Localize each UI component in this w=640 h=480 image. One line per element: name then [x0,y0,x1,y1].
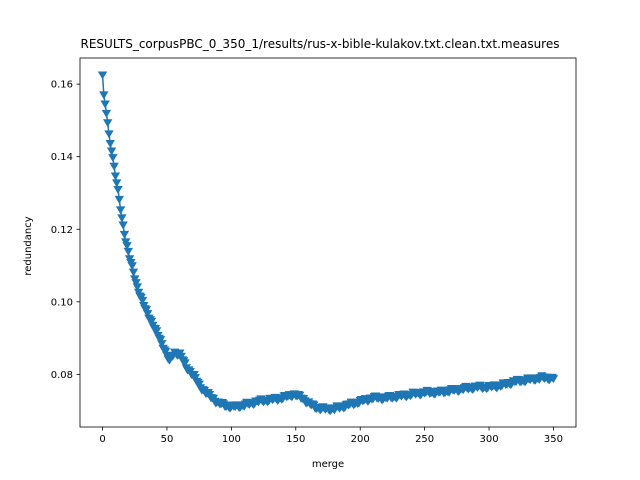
data-point [108,154,118,163]
x-tick-label: 200 [351,434,370,445]
data-point [99,91,109,100]
plot-area [79,57,577,428]
data-point [132,283,143,292]
plot-frame [79,57,577,428]
data-point [160,347,171,356]
data-point [131,279,141,288]
y-tick-label: 0.08 [51,370,73,381]
data-point [128,268,139,277]
data-point [112,179,122,188]
x-tick-label: 250 [415,434,434,445]
x-tick-label: 300 [479,434,498,445]
x-axis-label: merge [312,459,344,470]
y-tick-label: 0.16 [51,80,73,91]
data-point [137,296,148,305]
data-series [97,71,559,415]
data-point [548,375,559,384]
data-point [115,206,126,215]
data-point [157,340,167,349]
data-point [101,109,112,118]
x-tick-label: 150 [286,434,305,445]
data-point [122,242,132,251]
x-tick-label: 100 [222,434,241,445]
data-point [119,230,130,239]
data-point [123,247,134,256]
data-point [114,195,124,204]
data-point [155,336,166,345]
y-axis-label: redundancy [23,216,34,275]
data-point [180,359,190,368]
data-point [104,130,114,139]
data-point [105,140,115,148]
x-tick-label: 350 [544,434,563,445]
data-point [102,119,113,128]
y-axis: 0.08 0.10 0.12 0.14 0.16 [51,80,80,381]
data-point [118,221,128,230]
y-tick-label: 0.12 [51,225,73,236]
y-tick-label: 0.14 [51,152,73,163]
x-tick-label: 50 [161,434,174,445]
data-point [151,327,162,336]
data-point [117,214,127,223]
data-point [110,172,121,181]
data-point [141,306,152,315]
data-point [100,100,110,109]
data-point [97,71,108,80]
data-point [130,275,140,284]
y-tick-label: 0.10 [51,297,73,308]
data-point [142,310,153,319]
chart-title: RESULTS_corpusPBC_0_350_1/results/rus-x-… [81,37,560,51]
x-axis: 0 50 100 150 200 250 300 350 [99,427,563,445]
data-point [109,162,119,171]
data-point [113,186,123,195]
data-point [106,147,117,156]
x-tick-label: 0 [99,434,105,445]
data-point [127,262,137,271]
data-point [146,317,157,326]
